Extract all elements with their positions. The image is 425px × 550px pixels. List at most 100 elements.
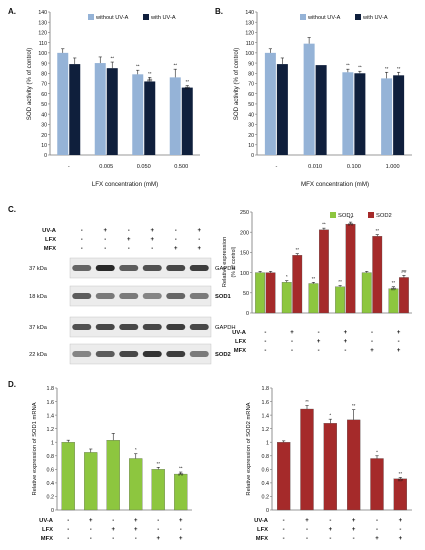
condition-mark: - (112, 536, 114, 542)
y-axis-title: SOD activity (% of control) (233, 48, 240, 121)
bar (315, 65, 327, 155)
legend-swatch (355, 14, 361, 20)
condition-mark: - (371, 339, 373, 345)
condition-mark: - (264, 330, 266, 336)
legend-swatch (88, 14, 94, 20)
legend-swatch (300, 14, 306, 20)
y-tick-label: 0.6 (262, 468, 270, 474)
bar (399, 277, 409, 314)
y-tick-label: 1.6 (47, 400, 55, 406)
blot-band (166, 351, 186, 357)
bar (276, 64, 288, 155)
condition-mark: + (352, 518, 356, 524)
bar (323, 423, 337, 511)
bar (61, 442, 75, 511)
blot-condition-mark: + (103, 228, 107, 234)
condition-mark: - (67, 518, 69, 524)
blot-band (166, 324, 186, 330)
significance-label: ## (147, 77, 153, 82)
blot-condition-label: LFX (45, 237, 56, 243)
condition-mark: - (376, 527, 378, 533)
significance-label: ** (136, 64, 140, 69)
condition-label: UV-A (232, 330, 247, 336)
bar (94, 63, 106, 156)
y-tick-label: 80 (248, 71, 254, 77)
blot-condition-mark: + (150, 228, 154, 234)
significance-label: ** (375, 228, 379, 233)
significance-label: ** (295, 247, 299, 252)
condition-mark: - (90, 536, 92, 542)
condition-mark: + (290, 330, 294, 336)
blot-condition-mark: - (81, 237, 83, 243)
bar (181, 87, 193, 155)
blot-condition-mark: - (81, 228, 83, 234)
condition-mark: + (397, 348, 401, 354)
y-tick-label: 0.4 (47, 481, 55, 487)
blot-condition-mark: - (128, 228, 130, 234)
x-tick-label: 0.100 (347, 164, 361, 170)
condition-mark: - (291, 348, 293, 354)
y-tick-label: 0.4 (262, 481, 270, 487)
blot-condition-label: MFX (44, 246, 56, 252)
significance-label: ## (178, 472, 184, 477)
y-tick-label: 120 (38, 31, 47, 37)
condition-mark: + (134, 518, 138, 524)
x-axis-title: MFX concentration (mM) (301, 181, 369, 188)
bar (335, 286, 345, 314)
y-tick-label: 200 (240, 230, 249, 236)
significance-label: ** (392, 280, 396, 285)
y-tick-label: 120 (245, 31, 254, 37)
bar (277, 442, 291, 511)
condition-mark: - (344, 348, 346, 354)
significance-label: ** (312, 276, 316, 281)
y-tick-label: 70 (248, 82, 254, 88)
y-tick-label: 0 (251, 153, 254, 159)
legend-label: without UV-A (95, 15, 129, 21)
significance-label: ** (156, 461, 160, 466)
condition-mark: + (317, 339, 321, 345)
bar (151, 469, 165, 511)
condition-label: LFX (235, 339, 246, 345)
blot-condition-mark: - (175, 228, 177, 234)
significance-label: * (286, 274, 288, 279)
condition-label: UV-A (39, 518, 54, 524)
y-tick-label: 70 (41, 82, 47, 88)
bar (106, 68, 118, 155)
condition-mark: - (329, 536, 331, 542)
blot-protein-label: SOD2 (215, 352, 231, 358)
blot-strip (69, 285, 212, 307)
legend-swatch (330, 212, 336, 218)
condition-mark: + (179, 518, 183, 524)
y-tick-label: 60 (248, 92, 254, 98)
y-tick-label: 10 (248, 143, 254, 149)
y-axis-title: SOD activity (% of control) (26, 48, 33, 121)
y-tick-label: 10 (41, 143, 47, 149)
blot-strip (69, 316, 212, 338)
bar (308, 283, 319, 314)
blot-condition-mark: - (175, 237, 177, 243)
bar (255, 272, 265, 314)
x-tick-label: - (275, 164, 277, 170)
bar (264, 52, 276, 155)
bar (393, 75, 405, 155)
significance-label: * (135, 447, 137, 452)
significance-label: ** (148, 71, 152, 76)
condition-label: MFX (41, 536, 53, 542)
blot-band (95, 351, 115, 357)
bar (69, 64, 81, 155)
condition-mark: - (371, 330, 373, 336)
y-tick-label: 250 (240, 210, 249, 216)
x-tick-label: 0.005 (99, 164, 113, 170)
y-tick-label: 80 (41, 71, 47, 77)
significance-label: * (376, 449, 378, 454)
significance-label: ** (322, 222, 326, 227)
bar (361, 272, 372, 314)
condition-mark: - (135, 536, 137, 542)
y-tick-label: 50 (243, 291, 249, 297)
condition-mark: + (111, 527, 115, 533)
bar (345, 223, 356, 314)
y-tick-label: 1.2 (262, 427, 270, 433)
condition-mark: - (376, 518, 378, 524)
blot-kda-label: 37 kDa (29, 325, 48, 331)
